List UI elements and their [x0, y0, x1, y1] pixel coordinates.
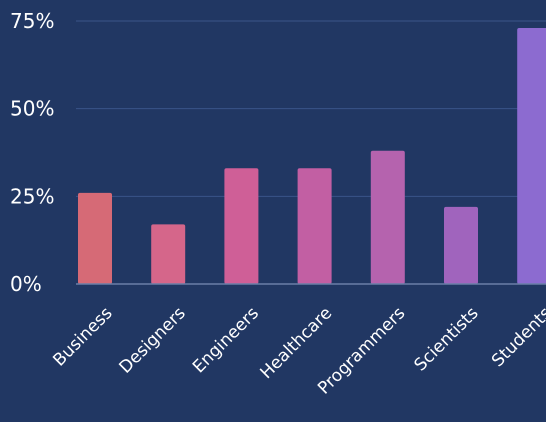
bar-healthcare	[297, 168, 332, 284]
x-tick-label-scientists: Scientists	[410, 303, 482, 375]
bars	[78, 28, 546, 284]
x-tick-label-designers: Designers	[115, 303, 189, 377]
bar-programmers	[370, 150, 405, 284]
x-tick-label-students: Students	[488, 303, 546, 371]
x-tick-label-engineers: Engineers	[189, 303, 263, 377]
bar-business	[78, 192, 112, 284]
bar-scientists	[444, 206, 478, 284]
y-tick-label: 75%	[10, 9, 54, 33]
y-tick-label: 50%	[10, 97, 54, 121]
y-axis-ticks: 0% 25% 50% 75%	[10, 9, 54, 296]
bar-engineers	[224, 168, 259, 284]
y-tick-label: 25%	[10, 184, 54, 208]
bar-designers	[151, 224, 186, 284]
x-tick-label-business: Business	[49, 303, 116, 370]
bar-students	[517, 28, 546, 284]
x-tick-label-healthcare: Healthcare	[256, 303, 336, 383]
y-tick-label: 0%	[10, 272, 42, 296]
